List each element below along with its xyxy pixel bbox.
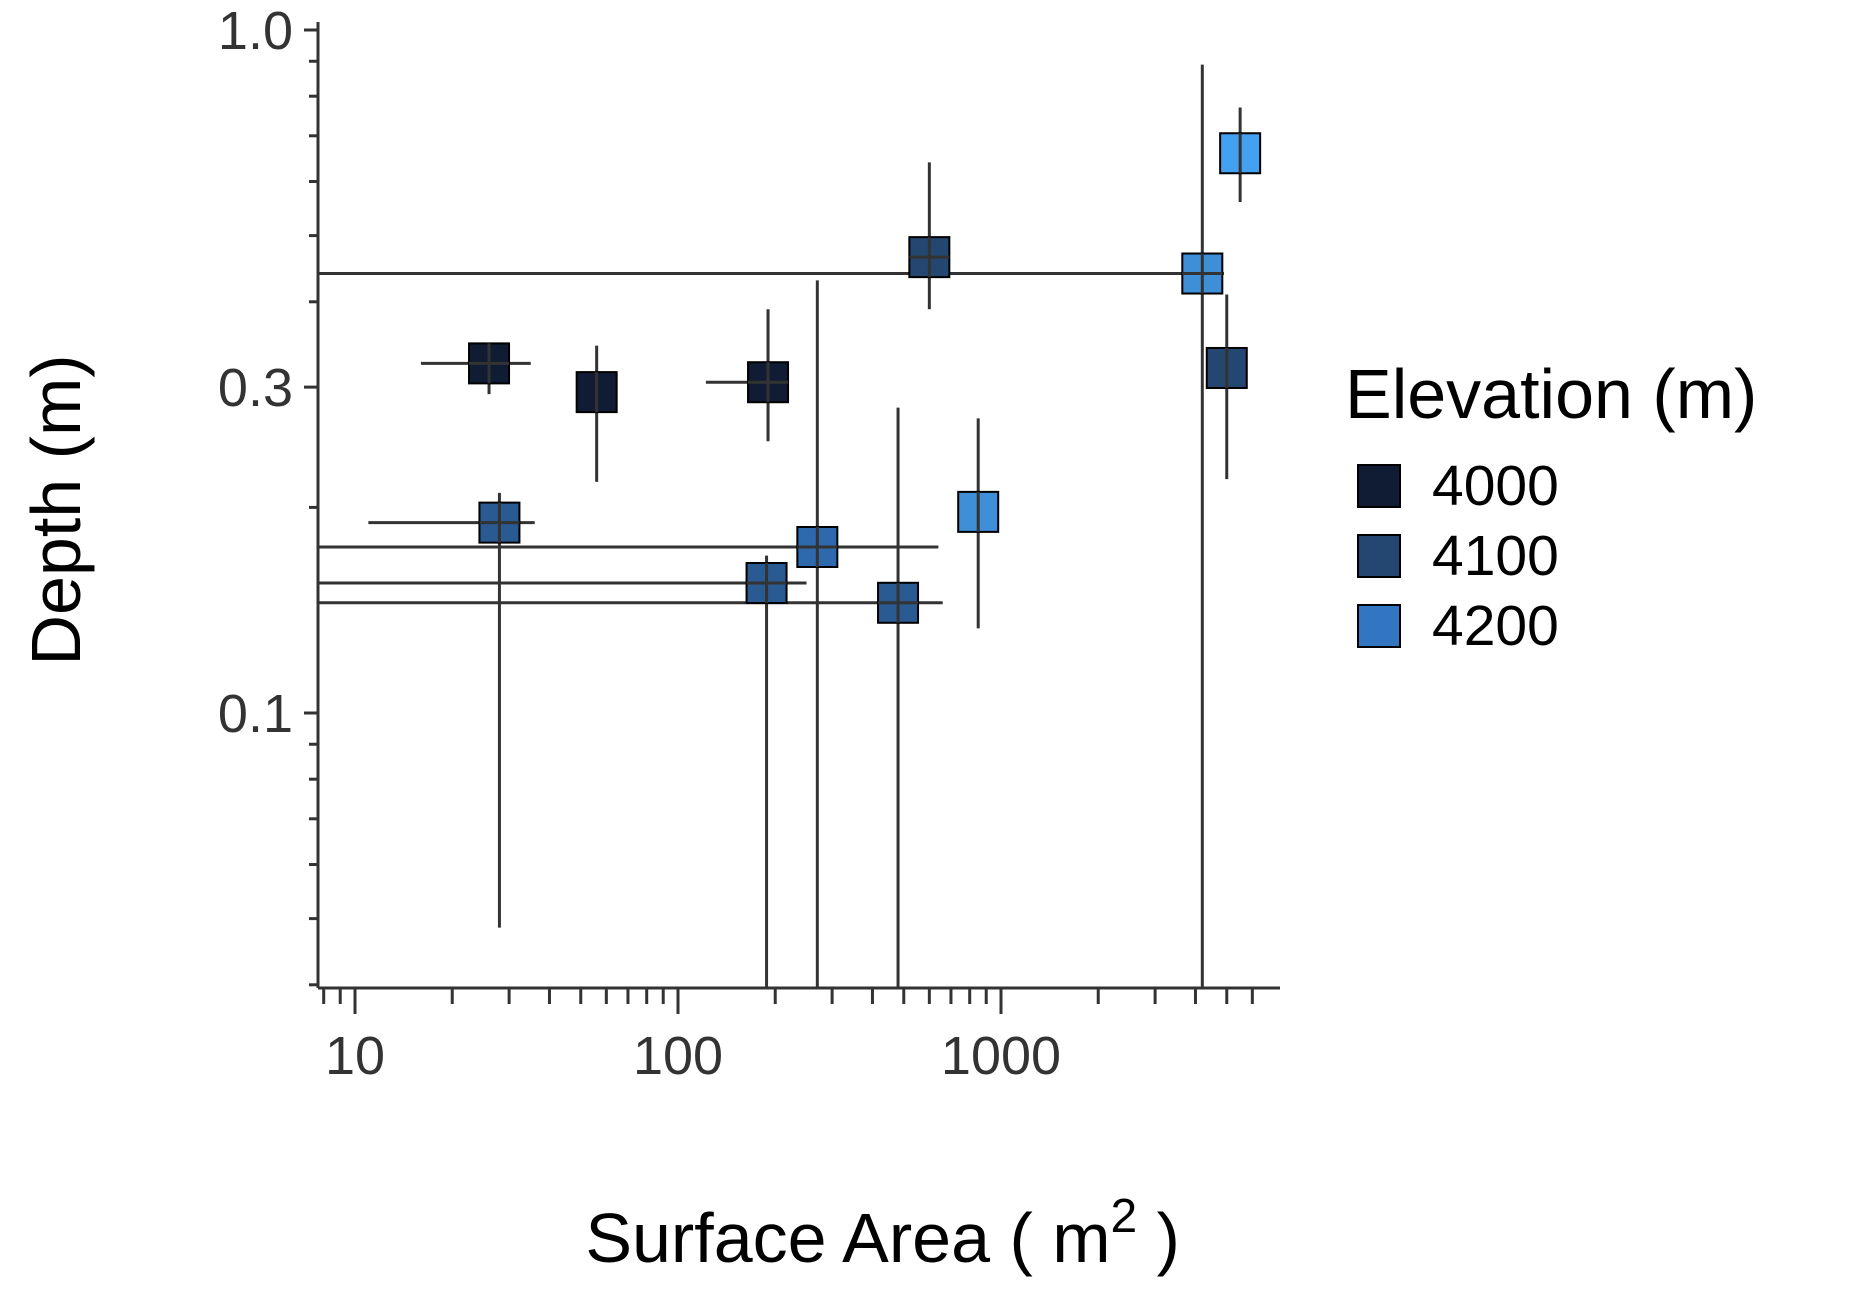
x-ticks: 10 100 1000 [322,988,1254,1086]
x-tick-label: 1000 [941,1026,1061,1086]
x-axis-title-superscript: 2 [1111,1190,1138,1243]
legend-key-4200 [1357,604,1401,648]
axes [316,22,1280,990]
legend-label-4100: 4100 [1432,524,1559,588]
legend-label-4200: 4200 [1432,594,1559,658]
data-points [468,132,1262,624]
legend-item-4100: 4100 [1357,524,1559,588]
legend-item-4200: 4200 [1357,594,1559,658]
legend-key-4100 [1357,534,1401,578]
y-tick-label: 0.3 [218,358,293,418]
x-axis-title-tail: ) [1137,1199,1180,1277]
x-tick-label: 100 [633,1026,723,1086]
legend-key-4000 [1357,464,1401,508]
legend-title: Elevation (m) [1345,355,1757,433]
legend-label-4000: 4000 [1432,454,1559,518]
x-tick-label: 10 [325,1026,385,1086]
x-axis-title: Surface Area ( m2 ) [585,1190,1180,1277]
legend-item-4000: 4000 [1357,454,1559,518]
error-bars [318,64,1242,989]
legend: Elevation (m) 4000 4100 4200 [1345,355,1757,658]
y-tick-label: 1.0 [218,1,293,61]
y-ticks: 0.1 0.3 1.0 [218,1,318,987]
y-axis-title: Depth (m) [17,354,95,665]
y-tick-label: 0.1 [218,684,293,744]
